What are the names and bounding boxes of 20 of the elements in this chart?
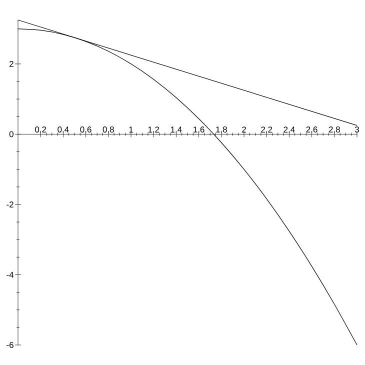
x-tick-label: 3	[354, 126, 359, 132]
x-tick-label: 1.4	[170, 126, 182, 132]
x-tick-label: 1.8	[216, 126, 227, 132]
y-tick-label: -4	[6, 272, 14, 278]
x-tick-label: 1	[129, 126, 133, 132]
y-tick-label: 0	[9, 131, 14, 138]
x-tick-label: 2.6	[306, 126, 318, 132]
x-tick-label: 0.4	[58, 126, 69, 132]
x-tick-label: 0.8	[102, 126, 114, 132]
y-tick-label: -6	[6, 342, 14, 348]
x-tick-label: 2.4	[284, 126, 295, 132]
x-tick-label: 1.6	[194, 126, 204, 132]
x-tick-label: 0.6	[80, 126, 92, 132]
x-tick-label: 1.2	[148, 126, 160, 132]
x-tick-label: 2	[242, 126, 246, 132]
x-tick-label: 0.2	[35, 126, 46, 132]
y-tick-label: -2	[6, 202, 14, 208]
y-tick-label: 2	[10, 60, 14, 67]
x-tick-label: 2.2	[261, 126, 272, 132]
x-tick-label: 2.8	[328, 126, 340, 132]
